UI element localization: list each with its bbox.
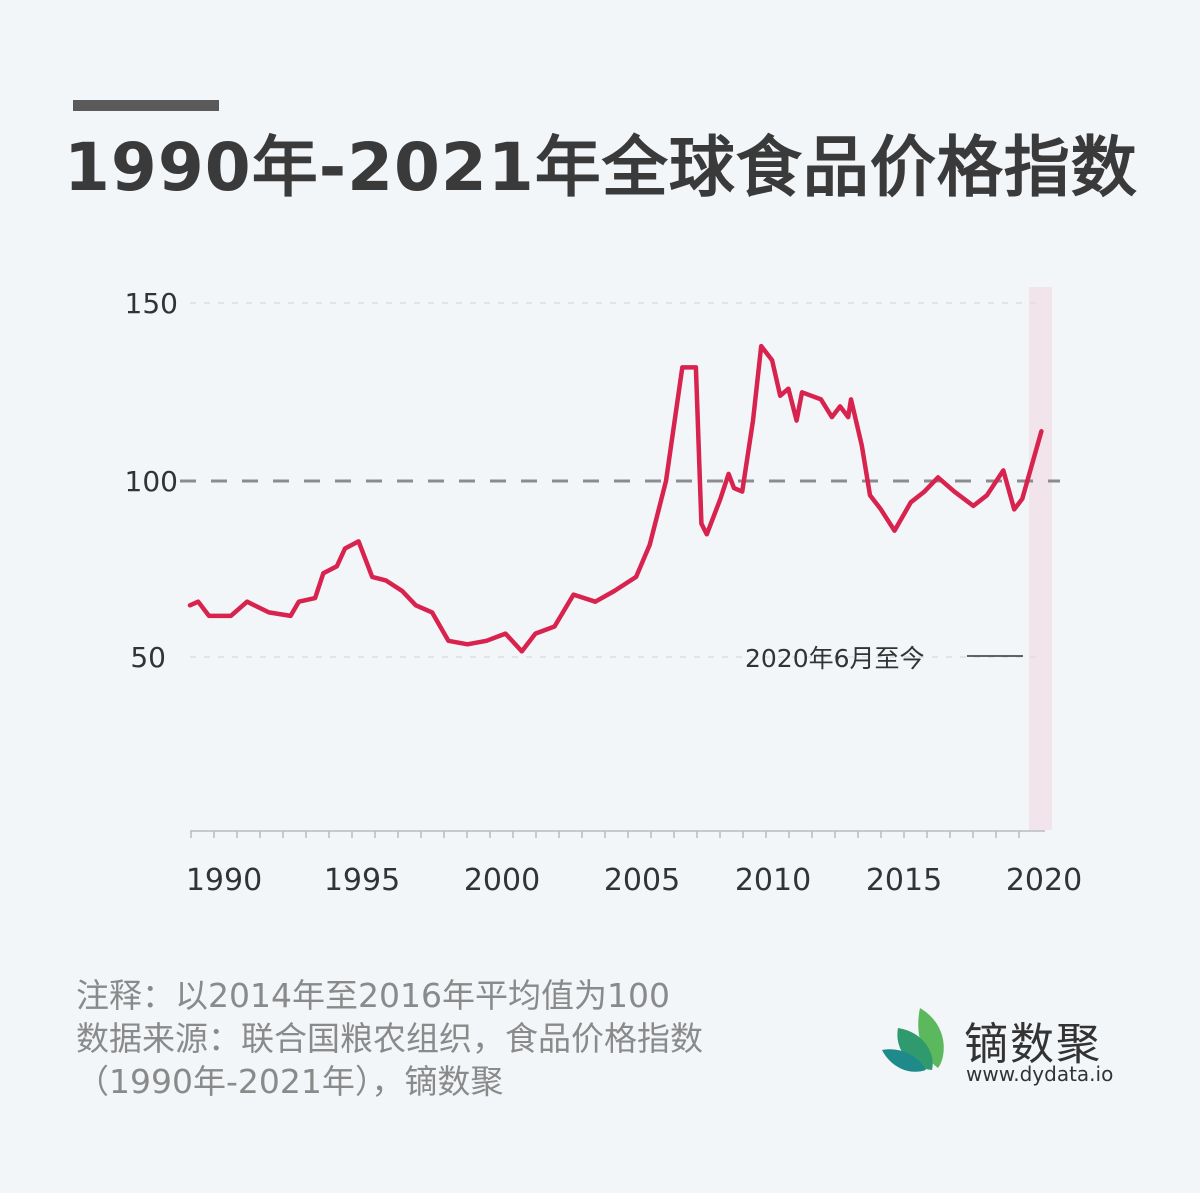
y-tick-100: 100 xyxy=(125,465,178,498)
title-accent-bar xyxy=(73,100,219,111)
page-title: 1990年-2021年全球食品价格指数 xyxy=(64,129,1138,206)
y-tick-150: 150 xyxy=(125,287,178,320)
x-tick-2015: 2015 xyxy=(866,863,942,898)
highlight-region xyxy=(1029,287,1052,830)
line-chart: 150 100 50 1990 1995 2000 2005 2010 2015… xyxy=(125,287,1082,898)
food-price-index-line xyxy=(187,343,1044,654)
x-tick-1995: 1995 xyxy=(324,863,400,898)
note-text: 注释：以2014年至2016年平均值为100 xyxy=(76,976,670,1015)
source-text-line1: 数据来源：联合国粮农组织，食品价格指数 xyxy=(76,1018,703,1058)
brand-logo: 镝数聚 www.dydata.io xyxy=(880,1000,1140,1090)
x-tick-2010: 2010 xyxy=(735,863,811,898)
y-tick-50: 50 xyxy=(130,641,166,674)
x-axis-ticks xyxy=(190,831,1020,838)
x-tick-2020: 2020 xyxy=(1006,863,1082,898)
logo-name: 镝数聚 xyxy=(964,1019,1102,1070)
x-tick-1990: 1990 xyxy=(186,863,262,898)
chart-notes: 注释：以2014年至2016年平均值为100 数据来源：联合国粮农组织，食品价格… xyxy=(76,975,703,1104)
source-text-line2: （1990年-2021年），镝数聚 xyxy=(76,1061,504,1101)
x-tick-2000: 2000 xyxy=(464,863,540,898)
logo-url: www.dydata.io xyxy=(966,1062,1114,1086)
highlight-annotation: 2020年6月至今 xyxy=(745,644,925,673)
x-tick-2005: 2005 xyxy=(604,863,680,898)
leaf-icon xyxy=(882,1008,944,1072)
